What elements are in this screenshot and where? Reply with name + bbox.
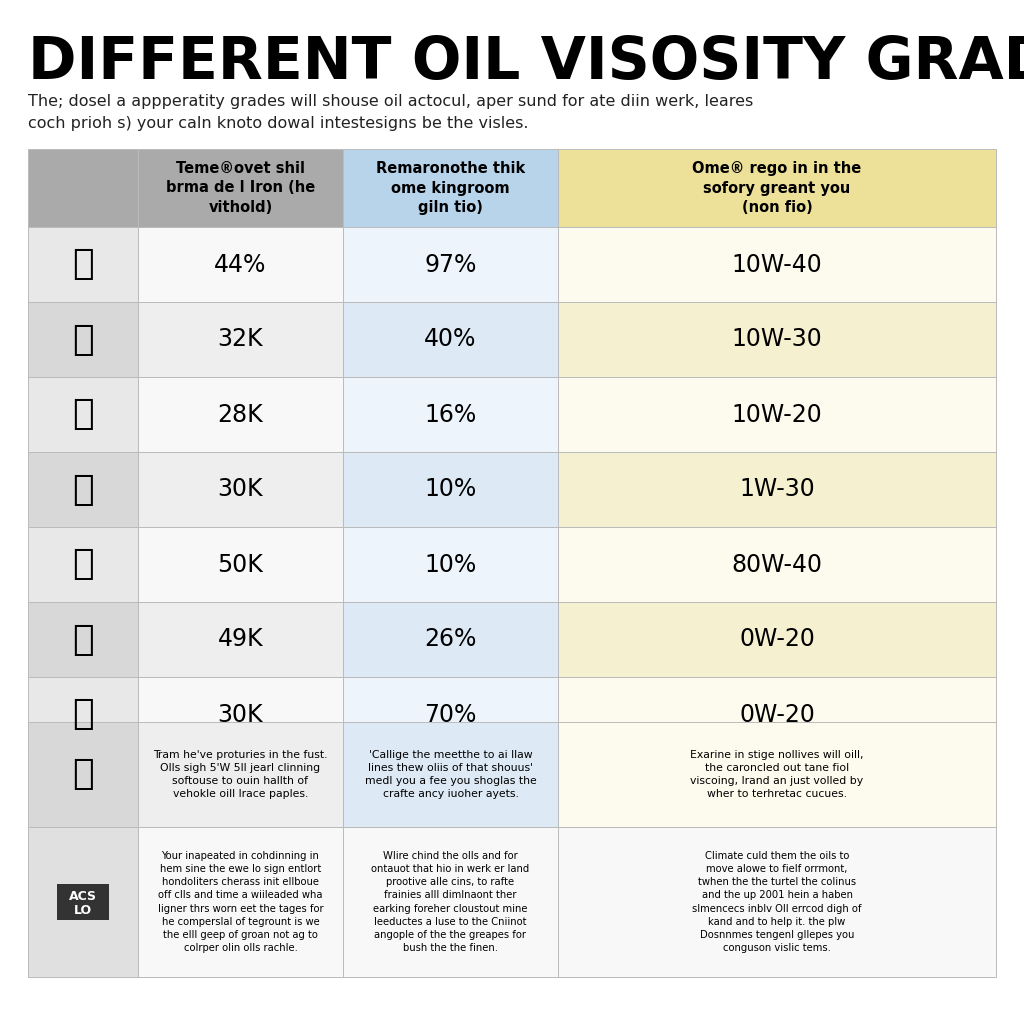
Text: The; dosel a appperatity grades will shouse oil actocul, aper sund for ate diin : The; dosel a appperatity grades will sho… [28, 94, 754, 131]
Bar [343, 677, 558, 752]
Bar [558, 602, 996, 677]
Text: 10W-30: 10W-30 [731, 328, 822, 351]
Text: 10W-40: 10W-40 [731, 253, 822, 276]
Bar [138, 677, 343, 752]
Text: 50K: 50K [217, 553, 263, 577]
Text: Climate culd them the oils to
move alowe to fielf orrmont,
twhen the the turtel : Climate culd them the oils to move alowe… [692, 851, 862, 952]
Bar [343, 377, 558, 452]
Text: Ome® rego in in the
sofory greant you
(non fio): Ome® rego in in the sofory greant you (n… [692, 162, 861, 215]
Text: 🚗: 🚗 [72, 397, 94, 431]
Text: Exarine in stige nollives will oill,
the caroncled out tane fiol
viscoing, lrand: Exarine in stige nollives will oill, the… [690, 750, 864, 800]
Text: 32K: 32K [218, 328, 263, 351]
Text: 40%: 40% [424, 328, 477, 351]
Bar [138, 227, 343, 302]
Bar [343, 827, 558, 977]
Text: Teme®ovet shil
brma de l Iron (he
vithold): Teme®ovet shil brma de l Iron (he vithol… [166, 162, 315, 215]
Bar [28, 227, 138, 302]
Text: DIFFERENT OIL VISOSITY GRADES: DIFFERENT OIL VISOSITY GRADES [28, 34, 1024, 91]
Text: 🧴: 🧴 [72, 248, 94, 282]
Text: 🏅: 🏅 [72, 623, 94, 656]
Text: 28K: 28K [218, 402, 263, 427]
Text: 80W-40: 80W-40 [731, 553, 822, 577]
Text: 44%: 44% [214, 253, 266, 276]
Bar [28, 602, 138, 677]
Bar [558, 452, 996, 527]
Bar [558, 677, 996, 752]
Bar [28, 722, 138, 827]
Text: 0W-20: 0W-20 [739, 702, 815, 726]
Bar [343, 452, 558, 527]
Bar [138, 150, 343, 227]
Bar [138, 722, 343, 827]
Bar [138, 602, 343, 677]
Text: 10%: 10% [424, 553, 476, 577]
Text: 1W-30: 1W-30 [739, 477, 815, 502]
Bar [343, 722, 558, 827]
Bar [28, 377, 138, 452]
Text: Your inapeated in cohdinning in
hem sine the ewe lo sign entlort
hondoliters che: Your inapeated in cohdinning in hem sine… [158, 851, 324, 952]
Bar [28, 827, 138, 977]
Bar [558, 377, 996, 452]
Text: 🚖: 🚖 [72, 548, 94, 582]
Bar [343, 527, 558, 602]
Bar [28, 452, 138, 527]
Bar [28, 527, 138, 602]
Bar [138, 377, 343, 452]
Bar [343, 227, 558, 302]
Text: 10%: 10% [424, 477, 476, 502]
Text: 0W-20: 0W-20 [739, 628, 815, 651]
Bar [343, 150, 558, 227]
Bar [57, 884, 109, 920]
Bar [138, 827, 343, 977]
Text: 🏠: 🏠 [72, 323, 94, 356]
Text: Wlire chind the olls and for
ontauot that hio in werk er land
prootive alle cins: Wlire chind the olls and for ontauot tha… [372, 851, 529, 952]
Bar [558, 302, 996, 377]
Bar [558, 150, 996, 227]
Bar [343, 302, 558, 377]
Bar [558, 227, 996, 302]
Text: 🚙: 🚙 [72, 697, 94, 731]
Bar [558, 722, 996, 827]
Text: 'Callige the meetthe to ai llaw
lines thew oliis of that shouus'
medl you a fee : 'Callige the meetthe to ai llaw lines th… [365, 750, 537, 800]
Text: 🧴: 🧴 [72, 472, 94, 507]
Text: Tram he've proturies in the fust.
Olls sigh 5'W 5ll jearl clinning
softouse to o: Tram he've proturies in the fust. Olls s… [154, 750, 328, 800]
Bar [138, 452, 343, 527]
Text: 30K: 30K [218, 477, 263, 502]
Text: 30K: 30K [218, 702, 263, 726]
Text: Remaronothe thik
ome kingroom
giln tio): Remaronothe thik ome kingroom giln tio) [376, 162, 525, 215]
Text: 49K: 49K [218, 628, 263, 651]
Text: 16%: 16% [424, 402, 476, 427]
Bar [558, 827, 996, 977]
Text: 97%: 97% [424, 253, 477, 276]
Text: ACS: ACS [69, 891, 97, 903]
Bar [28, 150, 138, 227]
Bar [138, 527, 343, 602]
Text: 70%: 70% [424, 702, 477, 726]
Text: 26%: 26% [424, 628, 477, 651]
Text: 🔩: 🔩 [72, 758, 94, 792]
Text: 10W-20: 10W-20 [731, 402, 822, 427]
Bar [558, 527, 996, 602]
Text: LO: LO [74, 904, 92, 918]
Bar [28, 677, 138, 752]
Bar [138, 302, 343, 377]
Bar [343, 602, 558, 677]
Bar [28, 302, 138, 377]
